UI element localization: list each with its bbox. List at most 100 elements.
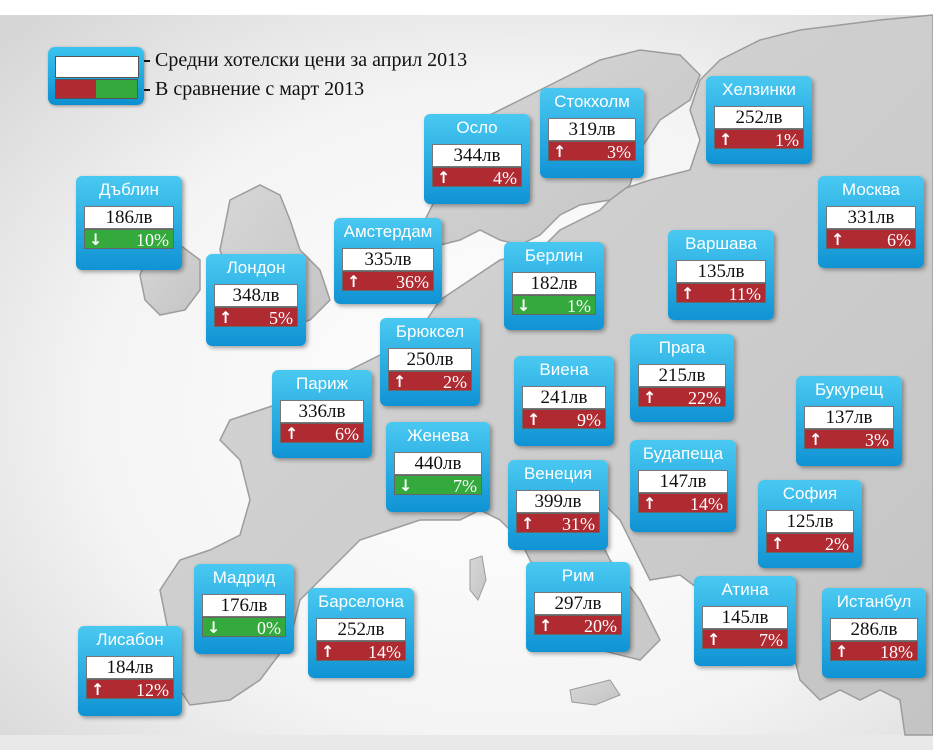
city-card-sofia[interactable]: София 125лв ↑ 2%: [758, 480, 862, 568]
city-card-rome[interactable]: Рим 297лв ↑ 20%: [526, 562, 630, 652]
arrow-up-icon: ↑: [681, 284, 695, 303]
city-price: 399лв: [516, 490, 600, 513]
city-change: ↓ 10%: [84, 229, 174, 250]
city-name: Атина: [721, 580, 769, 599]
city-price: 335лв: [342, 248, 434, 271]
city-name: Хелзинки: [722, 80, 796, 99]
legend-increase-swatch: [55, 79, 97, 99]
city-card-london[interactable]: Лондон 348лв ↑ 5%: [206, 254, 306, 346]
city-price: 344лв: [432, 144, 522, 167]
arrow-up-icon: ↑: [719, 130, 733, 149]
island-shape: [469, 555, 487, 601]
city-name: Венеция: [523, 464, 593, 483]
city-name: Варшава: [685, 234, 757, 253]
city-price: 252лв: [714, 106, 804, 129]
city-price: 186лв: [84, 206, 174, 229]
arrow-up-icon: ↑: [437, 168, 451, 187]
city-card-helsinki[interactable]: Хелзинки 252лв ↑ 1%: [706, 76, 812, 164]
arrow-up-icon: ↑: [527, 410, 541, 429]
city-card-brussels[interactable]: Брюксел 250лв ↑ 2%: [380, 318, 480, 406]
legend-swatch: [48, 47, 144, 105]
city-card-stockholm[interactable]: Стокхолм 319лв ↑ 3%: [540, 88, 644, 178]
city-price: 252лв: [316, 618, 406, 641]
arrow-up-icon: ↑: [521, 514, 535, 533]
city-card-dublin[interactable]: Дъблин 186лв ↓ 10%: [76, 176, 182, 270]
city-card-amsterdam[interactable]: Амстердам 335лв ↑ 36%: [334, 218, 442, 304]
city-card-oslo[interactable]: Осло 344лв ↑ 4%: [424, 114, 530, 204]
arrow-up-icon: ↑: [643, 388, 657, 407]
arrow-up-icon: ↑: [321, 642, 335, 661]
arrow-up-icon: ↑: [831, 230, 845, 249]
city-change: ↑ 6%: [280, 423, 364, 444]
city-name: Истанбул: [836, 592, 912, 611]
city-name: Женева: [406, 426, 470, 445]
arrow-up-icon: ↑: [539, 616, 553, 635]
city-card-paris[interactable]: Париж 336лв ↑ 6%: [272, 370, 372, 458]
city-card-geneva[interactable]: Женева 440лв ↓ 7%: [386, 422, 490, 512]
city-name: Прага: [658, 338, 706, 357]
city-card-vienna[interactable]: Виена 241лв ↑ 9%: [514, 356, 614, 446]
city-change: ↑ 31%: [516, 513, 600, 534]
city-price: 348лв: [214, 284, 298, 307]
city-change: ↑ 2%: [388, 371, 472, 392]
city-price: 440лв: [394, 452, 482, 475]
arrow-up-icon: ↑: [553, 142, 567, 161]
city-name: Виена: [539, 360, 589, 379]
arrow-up-icon: ↑: [835, 642, 849, 661]
city-change: ↑ 20%: [534, 615, 622, 636]
city-name: Дъблин: [99, 180, 159, 199]
legend-price-swatch: [55, 56, 139, 78]
city-change: ↑ 12%: [86, 679, 174, 700]
city-price: 176лв: [202, 594, 286, 617]
city-name: Букурещ: [814, 380, 884, 399]
city-card-warsaw[interactable]: Варшава 135лв ↑ 11%: [668, 230, 774, 320]
city-card-venice[interactable]: Венеция 399лв ↑ 31%: [508, 460, 608, 550]
island-shape: [569, 679, 621, 706]
city-card-madrid[interactable]: Мадрид 176лв ↓ 0%: [194, 564, 294, 654]
arrow-down-icon: ↓: [207, 618, 221, 637]
city-change: ↑ 7%: [702, 629, 788, 650]
city-name: Стокхолм: [554, 92, 630, 111]
city-name: Рим: [561, 566, 595, 585]
city-card-berlin[interactable]: Берлин 182лв ↓ 1%: [504, 242, 604, 330]
city-card-bucharest[interactable]: Букурещ 137лв ↑ 3%: [796, 376, 902, 466]
city-price: 184лв: [86, 656, 174, 679]
bottom-strip: [0, 735, 933, 750]
city-name: Париж: [296, 374, 348, 393]
city-card-barcelona[interactable]: Барселона 252лв ↑ 14%: [308, 588, 414, 678]
arrow-up-icon: ↑: [643, 494, 657, 513]
city-price: 147лв: [638, 470, 728, 493]
legend-decrease-swatch: [96, 79, 138, 99]
city-card-istanbul[interactable]: Истанбул 286лв ↑ 18%: [822, 588, 926, 678]
city-card-budapest[interactable]: Будапеща 147лв ↑ 14%: [630, 440, 736, 532]
city-name: Берлин: [524, 246, 584, 265]
city-name: Мадрид: [212, 568, 276, 587]
city-card-lisbon[interactable]: Лисабон 184лв ↑ 12%: [78, 626, 182, 716]
city-card-athens[interactable]: Атина 145лв ↑ 7%: [694, 576, 796, 666]
arrow-up-icon: ↑: [347, 272, 361, 291]
city-change: ↓ 7%: [394, 475, 482, 496]
arrow-up-icon: ↑: [393, 372, 407, 391]
city-price: 286лв: [830, 618, 918, 641]
legend: Средни хотелски цени за април 2013 В сра…: [48, 47, 568, 111]
city-name: Лондон: [226, 258, 286, 277]
city-price: 336лв: [280, 400, 364, 423]
arrow-up-icon: ↑: [219, 308, 233, 327]
city-change: ↑ 3%: [548, 141, 636, 162]
city-name: Барселона: [318, 592, 404, 611]
arrow-down-icon: ↓: [89, 230, 103, 249]
city-change: ↑ 18%: [830, 641, 918, 662]
city-change: ↑ 22%: [638, 387, 726, 408]
city-change: ↑ 3%: [804, 429, 894, 450]
city-card-moscow[interactable]: Москва 331лв ↑ 6%: [818, 176, 924, 268]
city-change: ↑ 14%: [316, 641, 406, 662]
city-price: 250лв: [388, 348, 472, 371]
city-name: Амстердам: [343, 222, 433, 241]
legend-label-price: Средни хотелски цени за април 2013: [144, 49, 467, 72]
arrow-up-icon: ↑: [91, 680, 105, 699]
arrow-up-icon: ↑: [707, 630, 721, 649]
city-name: Лисабон: [96, 630, 164, 649]
city-card-prague[interactable]: Прага 215лв ↑ 22%: [630, 334, 734, 422]
arrow-up-icon: ↑: [285, 424, 299, 443]
